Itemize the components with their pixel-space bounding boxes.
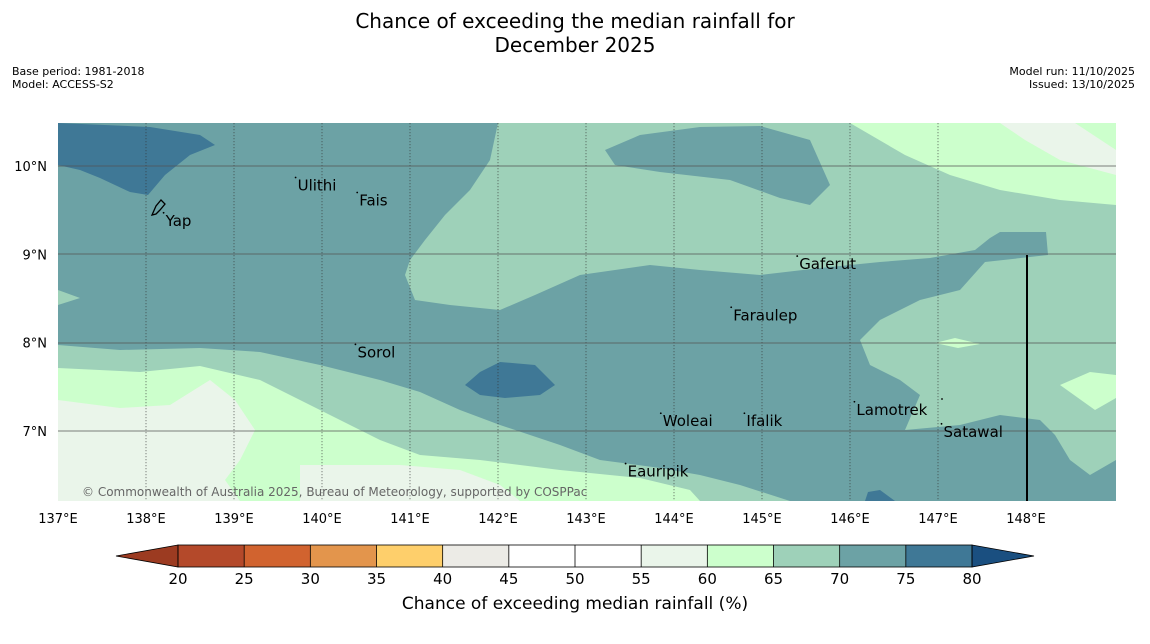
place-label: Sorol	[357, 343, 395, 361]
place-label: Fais	[359, 191, 388, 209]
longitude-label: 138°E	[126, 512, 166, 527]
colorbar-tick-label: 45	[499, 570, 518, 588]
contour-fields	[58, 123, 1116, 501]
longitude-label: 145°E	[742, 512, 782, 527]
colorbar-over-triangle	[971, 544, 1035, 568]
map-title: Chance of exceeding the median rainfall …	[0, 9, 1150, 57]
colorbar-segment	[905, 545, 972, 567]
meta-left: Base period: 1981-2018 Model: ACCESS-S2	[12, 65, 144, 91]
place-marker	[659, 412, 662, 415]
colorbar-tick-label: 70	[830, 570, 849, 588]
colorbar-segment	[508, 545, 575, 567]
place-marker	[853, 400, 856, 403]
place-label: Yap	[165, 212, 192, 230]
longitude-label: 148°E	[1006, 512, 1046, 527]
place-marker	[796, 255, 799, 257]
longitude-labels: 137°E 138°E 139°E 140°E 141°E 142°E 143°E 144°E…	[38, 512, 1046, 527]
colorbar-segment	[244, 545, 311, 567]
colorbar-tick-label: 65	[764, 570, 783, 588]
colorbar-tick-label: 50	[565, 570, 584, 588]
longitude-label: 141°E	[390, 512, 430, 527]
place-marker	[743, 412, 746, 415]
issued-text: Issued: 13/10/2025	[1028, 78, 1135, 91]
colorbar-tick-label: 30	[301, 570, 320, 588]
longitude-label: 142°E	[478, 512, 518, 527]
place-label: Eauripik	[628, 463, 689, 481]
colorbar-tick-label: 80	[962, 570, 981, 588]
place-marker	[162, 211, 165, 214]
colorbar-under-triangle	[115, 544, 179, 568]
latitude-label: 8°N	[23, 337, 48, 352]
place-label: Ifalik	[746, 412, 782, 430]
colorbar-tick-label: 25	[235, 570, 254, 588]
place-labels: Ulithi Fais Yap Gaferut Faraulep Sorol Lamotre…	[162, 176, 1003, 481]
base-period-text: Base period: 1981-2018	[12, 65, 145, 78]
place-label: Satawal	[944, 423, 1003, 441]
title-line-1: Chance of exceeding the median rainfall …	[355, 9, 795, 33]
colorbar-segment	[575, 545, 642, 567]
colorbar-tick-label: 60	[698, 570, 717, 588]
colorbar-segment	[178, 545, 245, 567]
place-label: Faraulep	[733, 306, 797, 324]
colorbar-tick-label: 55	[632, 570, 651, 588]
colorbar-tick-label: 40	[433, 570, 452, 588]
field-65-70-north	[248, 123, 1116, 475]
longitude-label: 147°E	[918, 512, 958, 527]
parallels	[58, 165, 1116, 432]
colorbar-label: Chance of exceeding median rainfall (%)	[401, 594, 749, 614]
longitude-label: 144°E	[654, 512, 694, 527]
place-marker	[940, 422, 943, 425]
place-marker	[356, 191, 359, 194]
place-label: Gaferut	[799, 255, 856, 273]
colorbar: 20 25 30 35 40 45 50 55 60 65 70 75 80	[115, 544, 1035, 588]
place-label: Woleai	[663, 412, 713, 430]
field-75-80-center	[465, 362, 555, 398]
place-label: Ulithi	[298, 176, 337, 194]
latitude-label: 10°N	[14, 160, 47, 175]
place-label: Lamotrek	[856, 401, 927, 419]
longitude-label: 143°E	[566, 512, 606, 527]
colorbar-segment	[442, 545, 509, 567]
longitude-label: 146°E	[830, 512, 870, 527]
latitude-label: 9°N	[23, 248, 48, 263]
colorbar-segment	[773, 545, 840, 567]
latitude-label: 7°N	[23, 425, 48, 440]
field-75-80-nw	[58, 123, 215, 195]
place-marker	[941, 398, 943, 400]
field-55-60-ne	[1000, 123, 1116, 175]
longitude-label: 140°E	[302, 512, 342, 527]
meridians	[145, 123, 939, 501]
copyright-text: © Commonwealth of Australia 2025, Bureau…	[82, 485, 587, 499]
model-run-text: Model run: 11/10/2025	[1009, 65, 1135, 78]
place-marker	[730, 306, 733, 309]
title-line-2: December 2025	[494, 33, 656, 57]
field-70-75-north-island	[605, 126, 830, 205]
latitude-labels: 10°N 9°N 8°N 7°N	[14, 160, 47, 440]
field-65-70-west-edge	[58, 290, 80, 305]
meta-right: Model run: 11/10/2025 Issued: 13/10/2025	[1009, 65, 1135, 91]
place-marker	[354, 343, 357, 346]
colorbar-segment	[641, 545, 708, 567]
colorbar-segment	[376, 545, 443, 567]
colorbar-segment	[839, 545, 906, 567]
yap-island	[150, 199, 166, 216]
colorbar-segment	[707, 545, 774, 567]
longitude-label: 139°E	[214, 512, 254, 527]
colorbar-tick-label: 35	[367, 570, 386, 588]
place-marker	[624, 462, 627, 465]
place-marker	[294, 176, 297, 179]
colorbar-tick-label: 20	[168, 570, 187, 588]
field-55-60-sw	[58, 380, 255, 501]
field-75-80-south	[865, 490, 895, 501]
colorbar-tick-label: 75	[896, 570, 915, 588]
longitude-label: 137°E	[38, 512, 78, 527]
model-text: Model: ACCESS-S2	[12, 78, 114, 91]
field-60-65-patch	[1060, 372, 1116, 410]
colorbar-segment	[310, 545, 377, 567]
